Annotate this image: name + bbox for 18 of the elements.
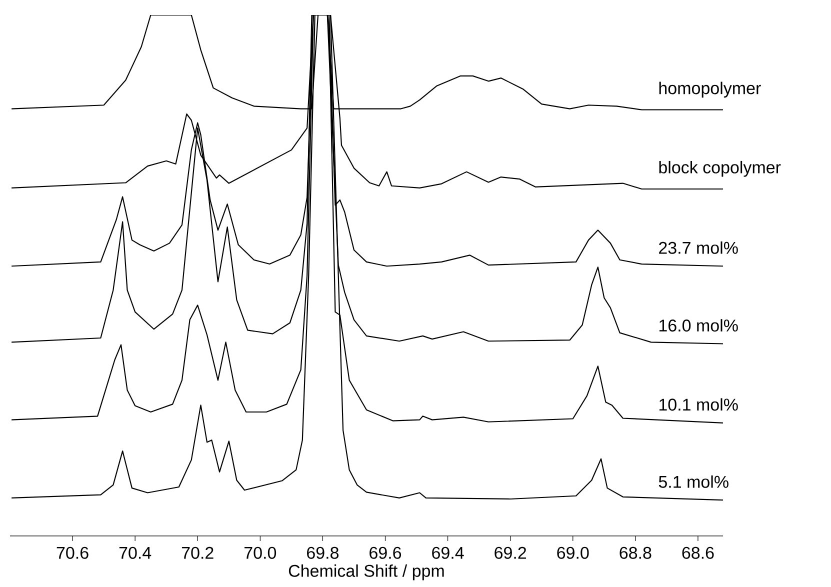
series-label: 5.1 mol% [658, 475, 728, 488]
series-label: homopolymer [659, 82, 761, 98]
series-label: 16.0 mol% [660, 319, 738, 332]
series-label: 10.1 mol% [660, 398, 738, 411]
x-tick-label: 70.4 [119, 546, 152, 559]
series-label: 23.7 mol% [659, 241, 738, 254]
x-tick-label: 69.8 [307, 546, 339, 559]
x-tick-label: 69.0 [557, 546, 589, 559]
x-tick-label: 70.6 [56, 546, 88, 559]
x-tick-label: 70.2 [182, 546, 214, 559]
series-label: block copolymer [659, 160, 781, 177]
x-tick-label: 69.6 [370, 546, 402, 559]
x-tick-label: 69.2 [494, 546, 526, 559]
x-tick-label: 70.0 [244, 546, 276, 559]
x-tick-label: 68.8 [620, 546, 652, 559]
x-axis-title: Chemical Shift / ppm [288, 564, 444, 580]
x-tick-label: 68.6 [682, 546, 714, 559]
x-tick-label: 69.4 [432, 546, 464, 559]
